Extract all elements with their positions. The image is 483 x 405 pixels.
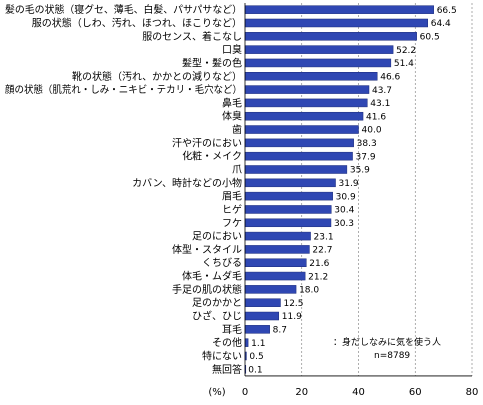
bar-17	[244, 231, 311, 241]
x-tick-label-1: 20	[295, 387, 308, 398]
category-label-23: ひざ、ひじ	[192, 310, 242, 323]
bar-6	[244, 85, 370, 94]
value-label-19: 21.6	[309, 259, 329, 269]
value-label-9: 40.0	[362, 126, 382, 136]
value-labels: 66.5 64.4 60.5 52.2 51.4 46.6 43.7 43.1 41.6 40.0…	[248, 6, 456, 376]
value-label-25: 1.1	[251, 339, 265, 349]
value-label-6: 43.7	[372, 86, 392, 96]
value-label-26: 0.5	[249, 352, 263, 362]
category-label-2: 服のセンス、着こなし	[142, 30, 242, 43]
category-label-1: 服の状態（しわ、汚れ、ほつれ、ほこりなど）	[32, 16, 242, 29]
category-label-10: 汗や汗のにおい	[172, 136, 242, 149]
bar-15	[244, 205, 332, 214]
bar-25	[244, 338, 249, 347]
value-label-3: 52.2	[396, 46, 416, 56]
x-tick-label-4: 80	[466, 387, 479, 398]
category-label-22: 足のかかと	[192, 297, 242, 309]
category-label-5: 靴の状態（汚れ、かかとの減りなど）	[72, 70, 242, 83]
category-label-26: 特にない	[202, 350, 242, 362]
bar-5	[244, 72, 378, 81]
bar-12	[244, 165, 348, 174]
bar-3	[244, 45, 394, 54]
category-label-4: 髪型・髪の色	[182, 56, 242, 69]
category-label-12: 爪	[232, 165, 242, 176]
category-label-27: 無回答	[212, 363, 242, 376]
bar-16	[244, 218, 332, 228]
category-label-25: その他	[212, 336, 242, 349]
category-label-24: 耳毛	[222, 324, 242, 336]
value-label-23: 11.9	[282, 312, 302, 322]
legend-note: ：身だしなみに気を使う人	[333, 336, 441, 348]
category-label-7: 鼻毛	[222, 96, 242, 109]
bar-13	[244, 178, 336, 188]
category-label-21: 手足の肌の状態	[172, 283, 242, 296]
bar-23	[244, 311, 280, 321]
value-label-18: 22.7	[312, 246, 332, 256]
category-label-14: 眉毛	[222, 191, 242, 203]
category-label-19: くちびる	[202, 257, 242, 269]
value-label-15: 30.4	[334, 206, 354, 216]
category-label-16: フケ	[222, 217, 242, 229]
value-label-20: 21.2	[308, 272, 328, 282]
bar-8	[244, 111, 364, 121]
value-label-11: 37.9	[356, 152, 376, 162]
bar-19	[244, 258, 307, 267]
bar-0	[244, 5, 434, 14]
value-label-12: 35.9	[350, 166, 370, 176]
bar-1	[244, 18, 428, 28]
bar-20	[244, 271, 306, 281]
category-label-11: 化粧・メイク	[182, 150, 242, 163]
value-label-8: 41.6	[366, 112, 386, 122]
value-label-27: 0.1	[248, 366, 262, 376]
category-label-13: カバン、時計などの小物	[132, 176, 242, 189]
value-label-1: 64.4	[431, 19, 451, 29]
category-label-8: 体臭	[222, 110, 242, 123]
bar-7	[244, 98, 368, 108]
bar-24	[244, 325, 270, 334]
category-label-17: 足のにおい	[192, 231, 242, 243]
category-label-0: 髪の毛の状態（寝グセ、薄毛、白髪、パサパサなど）	[5, 3, 242, 16]
value-label-4: 51.4	[394, 59, 414, 69]
bars	[244, 5, 434, 374]
bar-14	[244, 191, 333, 201]
sample-size-note: n=8789	[374, 351, 410, 361]
category-label-9: 歯	[232, 123, 242, 136]
value-label-5: 46.6	[380, 72, 400, 82]
bar-4	[244, 58, 392, 68]
category-label-3: 口臭	[222, 43, 242, 56]
category-label-20: 体毛・ムダ毛	[182, 270, 242, 283]
x-tick-label-0: 0	[242, 387, 248, 398]
x-axis-unit-label: (%)	[208, 387, 225, 398]
value-label-14: 30.9	[336, 192, 356, 202]
x-tick-label-2: 40	[352, 387, 365, 398]
value-label-10: 38.3	[357, 139, 377, 149]
value-label-13: 31.9	[339, 179, 359, 189]
bar-11	[244, 151, 353, 161]
category-label-6: 顔の状態（肌荒れ・しみ・ニキビ・テカリ・毛穴など）	[5, 83, 242, 96]
value-label-24: 8.7	[273, 326, 287, 336]
value-label-2: 60.5	[420, 33, 440, 43]
bar-9	[244, 125, 359, 134]
category-label-18: 体型・スタイル	[172, 243, 242, 256]
value-label-17: 23.1	[314, 232, 334, 242]
value-label-21: 18.0	[299, 286, 319, 296]
bar-18	[244, 245, 310, 254]
category-label-15: ヒゲ	[222, 204, 242, 216]
x-tick-label-3: 60	[409, 387, 422, 398]
value-label-16: 30.3	[334, 219, 354, 229]
bar-21	[244, 285, 297, 294]
value-label-7: 43.1	[370, 99, 390, 109]
category-labels: 髪の毛の状態（寝グセ、薄毛、白髪、パサパサなど）服の状態（しわ、汚れ、ほつれ、ほ…	[5, 3, 242, 376]
x-tick-labels: 0 20 40 60 80	[242, 387, 479, 398]
value-label-0: 66.5	[437, 6, 457, 16]
bar-22	[244, 298, 281, 307]
bar-10	[244, 138, 354, 148]
value-label-22: 12.5	[283, 299, 303, 309]
bar-2	[244, 32, 417, 41]
